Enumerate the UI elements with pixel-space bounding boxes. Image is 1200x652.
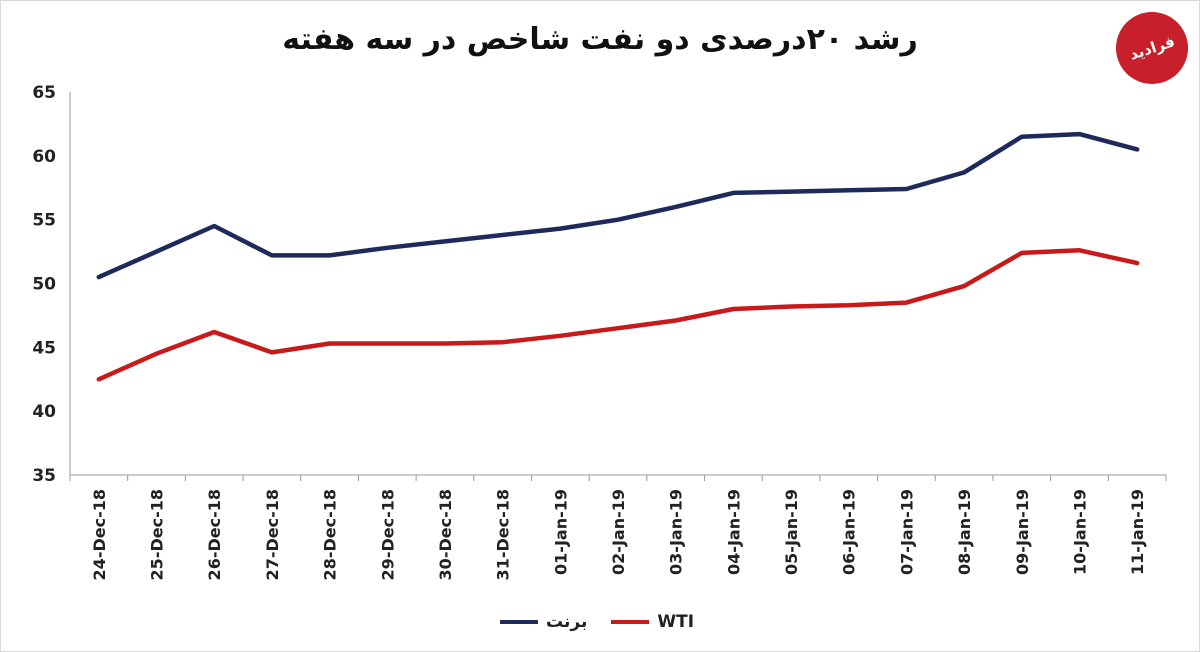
y-tick-label: 55 [32, 211, 56, 231]
x-tick-label: 03-Jan-19 [667, 489, 686, 575]
x-tick-label: 02-Jan-19 [609, 489, 628, 575]
legend-swatch-brent [500, 620, 538, 624]
legend-swatch-wti [611, 620, 650, 624]
x-tick-label: 01-Jan-19 [551, 489, 570, 575]
x-tick-label: 10-Jan-19 [1070, 489, 1089, 575]
series-line-brent [96, 131, 1140, 280]
chart-legend: برنت WTI [500, 612, 694, 632]
chart-title: رشد ۲۰درصدی دو نفت شاخص در سه هفته [282, 22, 918, 57]
chart-series [96, 131, 1140, 382]
x-tick-label: 26-Dec-18 [205, 489, 224, 580]
x-tick-label: 07-Jan-19 [897, 489, 916, 575]
x-tick-label: 25-Dec-18 [148, 489, 167, 580]
y-tick-label: 65 [32, 83, 56, 103]
y-tick-label: 35 [32, 466, 56, 486]
x-tick-label: 09-Jan-19 [1013, 489, 1032, 575]
legend-label-brent: برنت [546, 612, 588, 632]
x-tick-label: 08-Jan-19 [955, 489, 974, 575]
x-tick-label: 31-Dec-18 [494, 489, 513, 580]
x-tick-label: 30-Dec-18 [436, 489, 455, 580]
x-axis-ticks: 24-Dec-18 25-Dec-18 26-Dec-18 27-Dec-18 28-D… [69, 475, 1167, 580]
legend-label-wti: WTI [657, 612, 695, 632]
x-tick-label: 29-Dec-18 [378, 489, 397, 580]
x-tick-label: 06-Jan-19 [840, 489, 859, 575]
x-tick-label: 04-Jan-19 [724, 489, 743, 575]
legend-item-wti: WTI [611, 612, 694, 632]
x-tick-label: 24-Dec-18 [90, 489, 109, 580]
line-chart: 35 40 45 50 55 60 65 24-Dec-18 25-Dec-18 26-Dec-… [32, 83, 1167, 580]
series-line-wti [96, 248, 1140, 382]
y-tick-label: 60 [32, 147, 56, 167]
y-axis-ticks: 35 40 45 50 55 60 65 [32, 83, 56, 486]
y-tick-label: 40 [32, 402, 56, 422]
x-tick-label: 05-Jan-19 [782, 489, 801, 575]
x-tick-label: 11-Jan-19 [1128, 489, 1147, 575]
x-tick-label: 27-Dec-18 [263, 489, 282, 580]
y-tick-label: 50 [32, 275, 56, 295]
legend-item-brent: برنت [500, 612, 587, 632]
x-tick-label: 28-Dec-18 [321, 489, 340, 580]
y-tick-label: 45 [32, 338, 56, 358]
brand-logo: فرادید [1116, 12, 1188, 84]
chart-axes [69, 92, 1166, 476]
